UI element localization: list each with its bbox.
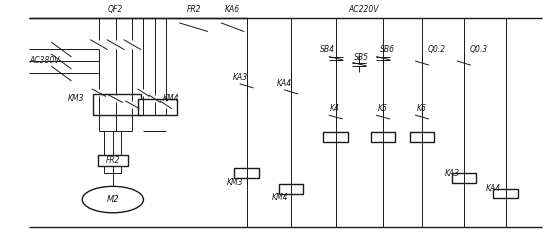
Text: KA4: KA4 (486, 184, 501, 193)
Bar (138, 99, 177, 115)
Text: KA4: KA4 (277, 78, 292, 87)
Text: AC220V: AC220V (348, 5, 379, 14)
Text: KA3: KA3 (445, 169, 460, 178)
Text: AC380V: AC380V (30, 56, 60, 65)
Text: FR2: FR2 (186, 5, 201, 14)
Text: SB5: SB5 (354, 53, 369, 62)
Bar (451, 173, 476, 183)
Text: KM4: KM4 (163, 94, 180, 103)
Bar (493, 189, 518, 198)
Text: KA3: KA3 (232, 73, 248, 82)
Text: Q0.3: Q0.3 (469, 45, 488, 54)
Text: SB6: SB6 (380, 45, 395, 54)
Text: KM3: KM3 (227, 178, 244, 187)
Text: QF2: QF2 (108, 5, 123, 14)
Text: Q0.2: Q0.2 (428, 45, 446, 54)
Text: M2: M2 (106, 195, 119, 204)
Bar (234, 168, 259, 178)
Text: K5: K5 (377, 104, 388, 113)
Bar (324, 132, 348, 142)
Text: KA6: KA6 (225, 5, 240, 14)
Text: K6: K6 (417, 104, 426, 113)
Text: FR2: FR2 (106, 156, 120, 165)
Bar (410, 132, 435, 142)
Bar (94, 94, 141, 115)
Text: KM3: KM3 (68, 94, 85, 103)
Text: K4: K4 (330, 104, 340, 113)
Bar (371, 132, 395, 142)
Bar (98, 155, 128, 166)
Text: KM4: KM4 (272, 193, 288, 202)
Bar (279, 184, 304, 194)
Text: SB4: SB4 (320, 45, 335, 54)
